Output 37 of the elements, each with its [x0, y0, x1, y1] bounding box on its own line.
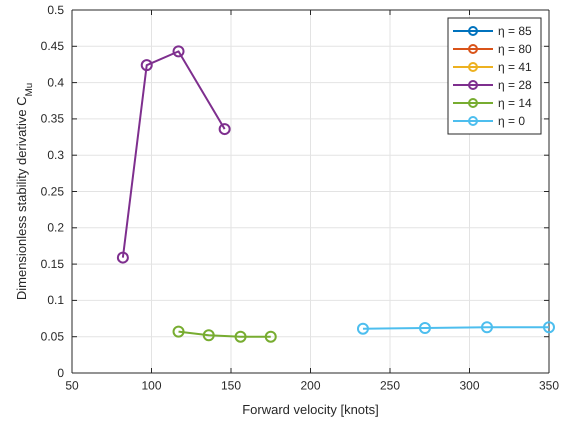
point — [480, 321, 493, 334]
y-tick-label: 0.3 — [47, 148, 64, 162]
x-tick-label: 50 — [65, 378, 79, 393]
point — [218, 123, 231, 136]
y-tick-label: 0.5 — [47, 2, 64, 17]
point — [172, 45, 185, 58]
x-axis-title: Forward velocity [knots] — [242, 402, 379, 417]
x-tick-label: 150 — [220, 378, 242, 393]
x-tick-label: 200 — [300, 378, 321, 393]
point — [356, 322, 369, 335]
point — [116, 252, 129, 264]
y-tick-label: 0.15 — [40, 256, 64, 271]
legend-label: η = 85 — [498, 24, 532, 38]
x-tick-label: 100 — [141, 378, 162, 393]
y-tick-label: 0 — [57, 366, 64, 380]
point — [264, 330, 277, 343]
point — [140, 59, 153, 72]
legend-label: η = 0 — [498, 114, 526, 128]
point — [172, 326, 185, 338]
y-tick-label: 0.1 — [47, 293, 64, 308]
legend-label: η = 14 — [498, 96, 532, 110]
point — [418, 322, 431, 334]
legend-label: η = 80 — [498, 42, 532, 56]
y-tick-label: 0.4 — [47, 75, 64, 90]
y-tick-label: 0.35 — [40, 112, 64, 126]
y-tick-label: 0.2 — [47, 220, 64, 235]
point — [202, 329, 215, 342]
x-tick-label: 300 — [459, 378, 480, 393]
y-tick-label: 0.45 — [40, 39, 64, 54]
x-tick-label: 350 — [538, 378, 560, 393]
legend-label: η = 41 — [498, 60, 532, 74]
point — [234, 330, 247, 343]
x-tick-label: 250 — [380, 378, 400, 393]
legend-label: η = 28 — [498, 78, 532, 92]
y-tick-label: 0.25 — [40, 184, 64, 198]
y-tick-label: 0.05 — [40, 330, 64, 344]
point — [543, 321, 555, 334]
